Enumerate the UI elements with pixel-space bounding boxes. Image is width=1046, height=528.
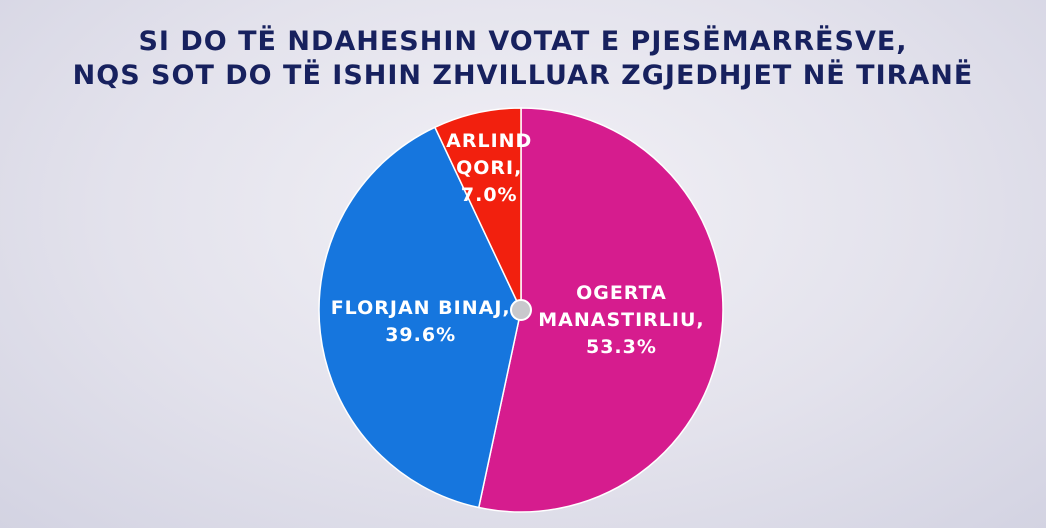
chart-title: NQS SOT DO TË ISHIN ZHVILLUAR ZGJEDHJET … (72, 60, 974, 91)
slice-name: ARLIND QORI, (446, 129, 533, 179)
slice-name: OGERTA MANASTIRLIU, (538, 282, 705, 332)
center-dot (510, 299, 532, 321)
slice-value: 7.0% (460, 183, 518, 206)
pie-slice (433, 107, 522, 311)
chart-title: SI DO TË NDAHESHIN VOTAT E PJESËMARRËSVE… (138, 26, 908, 57)
slice-label: OGERTA MANASTIRLIU, 53.3% (531, 280, 711, 361)
slice-value: 39.6% (385, 323, 457, 346)
slice-value: 53.3% (585, 336, 657, 359)
slice-name: FLORJAN BINAJ, (330, 296, 511, 319)
slice-label: FLORJAN BINAJ, 39.6% (331, 295, 511, 349)
pie-slice (477, 107, 724, 513)
slice-label: ARLIND QORI, 7.0% (444, 128, 534, 209)
pie-slice (318, 126, 522, 509)
